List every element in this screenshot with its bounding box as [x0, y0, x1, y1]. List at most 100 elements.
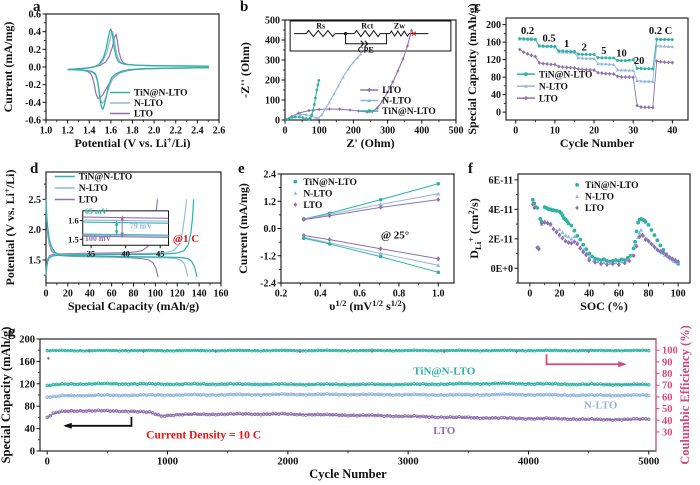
- svg-text:TiN@N-LTO: TiN@N-LTO: [413, 365, 475, 377]
- svg-text:80: 80: [129, 289, 139, 300]
- panel-g-content: 0 1000 2000 3000 4000 50000408012016020030405…: [0, 325, 692, 481]
- svg-text:2E-11: 2E-11: [489, 234, 513, 245]
- svg-text:40: 40: [121, 248, 130, 258]
- series-TiN@N-LTO: [285, 79, 321, 121]
- svg-text:60: 60: [107, 289, 117, 300]
- svg-text:60: 60: [662, 392, 673, 403]
- panel-label-a: a: [33, 0, 41, 15]
- svg-text:0.4: 0.4: [314, 289, 327, 300]
- svg-text:0: 0: [283, 126, 288, 137]
- chart-cv-curves: 1.0 1.2 1.4 1.6 1.8 2.0 2.2 2.4 2.6 -0.6 -0.4 -0.2 0…: [1, 10, 225, 151]
- svg-text:160: 160: [486, 38, 501, 49]
- svg-text:60: 60: [614, 289, 624, 300]
- svg-text:Rct: Rct: [361, 22, 373, 31]
- panel-label-c: c: [474, 0, 481, 15]
- axes: 0 20 40 60 80 100 0E+0 2E-11 4E-11 6E-11 SOC (%) DL…: [466, 173, 691, 313]
- svg-text:TiN@N-LTO: TiN@N-LTO: [134, 89, 188, 99]
- svg-text:160: 160: [19, 357, 35, 368]
- svg-text:TiN@N-LTO: TiN@N-LTO: [539, 70, 593, 80]
- svg-text:0: 0: [275, 116, 280, 127]
- axes: 0 1000 2000 3000 4000 50000408012016020030405…: [0, 325, 692, 481]
- svg-text:20: 20: [63, 289, 73, 300]
- series-LTO cathodic: [301, 233, 441, 262]
- svg-text:400: 400: [414, 126, 429, 137]
- svg-text:-0.6: -0.6: [25, 116, 41, 127]
- panel-g: g 0 1000 2000 3000 4000 5000 0 40 80 120 160 200 30 4…: [0, 325, 700, 485]
- svg-text:Cycle Number: Cycle Number: [560, 136, 635, 150]
- svg-text:1.6: 1.6: [105, 126, 118, 137]
- svg-text:30: 30: [662, 427, 673, 438]
- svg-text:1000: 1000: [157, 457, 178, 468]
- svg-text:140: 140: [192, 289, 207, 300]
- svg-text:80: 80: [643, 289, 653, 300]
- series-N-LTO: [536, 219, 681, 265]
- svg-text:Special Capacity (mAh/g): Special Capacity (mAh/g): [0, 327, 13, 464]
- svg-text:5: 5: [601, 46, 606, 57]
- series-TiN@N-LTO cathodic: [302, 236, 441, 275]
- panel-a-content: 1.0 1.2 1.4 1.6 1.8 2.0 2.2 2.4 2.6 -0.6 -0.4 -0.2 0…: [1, 10, 225, 151]
- svg-text:4000: 4000: [518, 457, 539, 468]
- svg-text:0.6: 0.6: [29, 10, 42, 21]
- svg-text:1.6: 1.6: [68, 216, 79, 226]
- svg-text:40: 40: [25, 424, 36, 435]
- svg-text:160: 160: [214, 289, 229, 300]
- svg-text:4E-11: 4E-11: [489, 205, 513, 216]
- svg-text:120: 120: [170, 289, 185, 300]
- svg-text:2.0: 2.0: [29, 225, 42, 236]
- svg-text:5000: 5000: [638, 457, 659, 468]
- series-LTO: [530, 201, 681, 267]
- svg-text:Special Capacity (mAh/g): Special Capacity (mAh/g): [466, 3, 479, 134]
- svg-text:200: 200: [265, 76, 280, 87]
- svg-text:40: 40: [584, 289, 594, 300]
- svg-text:@1 C: @1 C: [173, 233, 199, 245]
- svg-text:0.2: 0.2: [29, 45, 42, 56]
- svg-text:1.2: 1.2: [61, 126, 74, 137]
- svg-text:TiN@N-LTO: TiN@N-LTO: [79, 173, 133, 183]
- svg-text:0: 0: [527, 289, 532, 300]
- svg-text:40: 40: [667, 126, 677, 137]
- chart-nyquist-eis: Rs Rct Zw CPE 0 100 200 300 400 500 0 100 200 300 400 5…: [238, 16, 464, 151]
- panel-e: e 0.2 0.4 0.6 0.8 1.0 -2.4 -1.2 0.0 1.2 2.4 υ1/2 (…: [233, 160, 466, 325]
- svg-text:TiN@N-LTO: TiN@N-LTO: [303, 178, 357, 188]
- svg-text:-0.2: -0.2: [25, 80, 41, 91]
- chart-long-term-cycling: 0 1000 2000 3000 4000 50000408012016020030405…: [0, 325, 692, 481]
- panel-label-e: e: [238, 161, 245, 177]
- chart-li-diffusion-vs-soc: 0 20 40 60 80 100 0E+0 2E-11 4E-11 6E-11 SOC (%) DL…: [466, 173, 691, 313]
- svg-text:90: 90: [662, 357, 673, 368]
- svg-text:40: 40: [491, 90, 501, 101]
- svg-text:LTO: LTO: [433, 425, 455, 437]
- axes: 0.2 0.4 0.6 0.8 1.0 -2.4 -1.2 0.0 1.2 2.4 υ1/2 (mV…: [236, 170, 455, 313]
- svg-text:40: 40: [85, 289, 95, 300]
- svg-text:120: 120: [19, 379, 35, 390]
- svg-text:Z' (Ohm): Z' (Ohm): [346, 136, 394, 150]
- chart-charge-discharge-profiles: 0 20 40 60 80 100 120 140 160 1.5 2.0 2.5 Special Ca…: [2, 169, 229, 313]
- svg-text:300: 300: [265, 56, 280, 67]
- svg-text:υ1/2 (mV1/2 s1/2): υ1/2 (mV1/2 s1/2): [329, 298, 406, 313]
- svg-text:79 mV: 79 mV: [130, 222, 153, 231]
- series-N-LTO capacity: [45, 392, 651, 399]
- svg-text:1: 1: [564, 39, 569, 50]
- svg-text:N-LTO: N-LTO: [584, 399, 618, 411]
- svg-text:1.8: 1.8: [126, 126, 139, 137]
- series-TiN@N-LTO: [518, 37, 674, 71]
- svg-text:100: 100: [662, 346, 678, 357]
- svg-text:Coulumbic Efficiency (%): Coulumbic Efficiency (%): [678, 325, 692, 465]
- svg-text:N-LTO: N-LTO: [79, 184, 108, 194]
- axes: 1.0 1.2 1.4 1.6 1.8 2.0 2.2 2.4 2.6 -0.6 -0.4 -0.2 0…: [1, 10, 225, 151]
- svg-text:50: 50: [662, 404, 673, 415]
- svg-text:-1.2: -1.2: [260, 251, 276, 262]
- svg-text:1.5: 1.5: [68, 234, 79, 244]
- svg-text:2.4: 2.4: [264, 170, 277, 181]
- panel-a: a 1.0 1.2 1.4 1.6 1.8 2.0 2.2 2.4 2.6 -0.6 -0.4 -0.…: [0, 0, 233, 160]
- chart-peak-current-vs-scan-rate: 0.2 0.4 0.6 0.8 1.0 -2.4 -1.2 0.0 1.2 2.4 υ1/2 (mV…: [236, 170, 455, 313]
- series-N-LTO cathodic: [301, 235, 441, 267]
- svg-text:-0.4: -0.4: [25, 98, 41, 109]
- svg-text:400: 400: [265, 36, 280, 47]
- svg-text:0.6: 0.6: [353, 289, 366, 300]
- svg-text:35: 35: [87, 248, 96, 258]
